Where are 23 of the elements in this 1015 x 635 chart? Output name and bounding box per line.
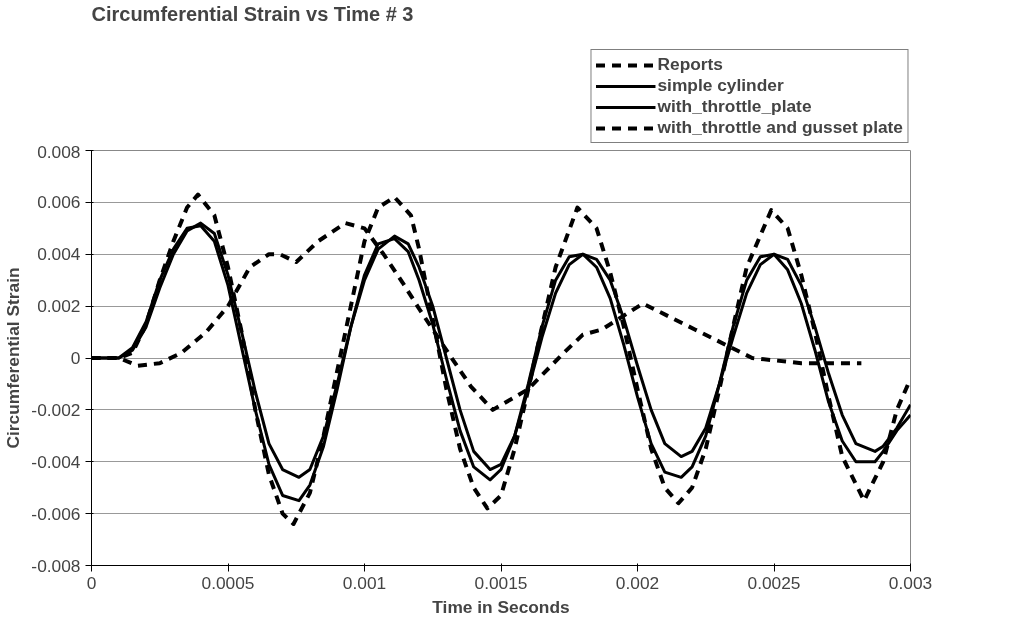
x-tick-label: 0.0015 bbox=[474, 572, 528, 593]
legend-label: with_throttle_plate bbox=[657, 96, 812, 117]
x-axis-title: Time in Seconds bbox=[432, 596, 570, 617]
y-tick-label: 0.008 bbox=[37, 141, 81, 162]
y-tick-label: 0.004 bbox=[37, 244, 81, 265]
chart-title: Circumferential Strain vs Time # 3 bbox=[91, 2, 414, 25]
legend-label: with_throttle and gusset plate bbox=[657, 117, 903, 138]
y-tick-label: 0.006 bbox=[37, 192, 81, 213]
legend-label: simple cylinder bbox=[657, 75, 784, 96]
x-tick-label: 0.001 bbox=[342, 572, 387, 593]
x-tick-label: 0.003 bbox=[888, 572, 933, 593]
x-tick-label: 0.002 bbox=[615, 572, 660, 593]
legend-label: Reports bbox=[657, 54, 723, 75]
y-axis-title: Circumferential Strain bbox=[3, 267, 24, 449]
y-tick-label: 0 bbox=[70, 348, 81, 368]
y-tick-label: -0.002 bbox=[31, 399, 81, 420]
y-tick-label: -0.008 bbox=[31, 555, 81, 576]
x-tick-label: 0 bbox=[86, 572, 97, 593]
x-tick-label: 0.0025 bbox=[747, 572, 801, 593]
y-tick-label: -0.004 bbox=[31, 451, 81, 472]
x-tick-label: 0.0005 bbox=[201, 572, 255, 593]
y-tick-label: 0.002 bbox=[37, 296, 81, 317]
y-tick-label: -0.006 bbox=[31, 503, 81, 524]
